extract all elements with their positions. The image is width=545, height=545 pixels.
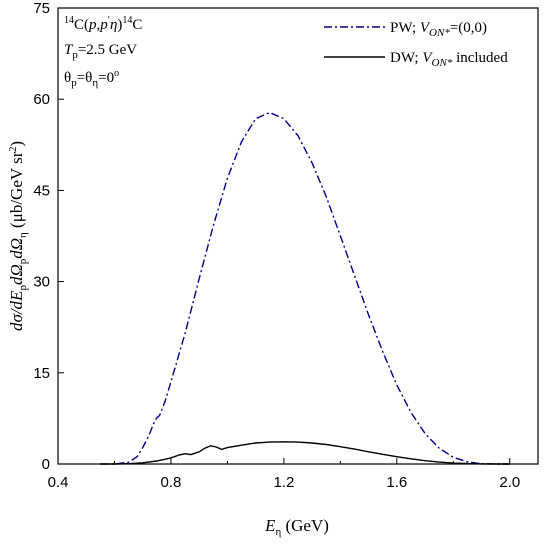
x-tick-label: 0.8 <box>161 474 182 491</box>
series-line-1 <box>100 111 510 465</box>
y-tick-label: 60 <box>33 91 50 108</box>
legend-label-1: PW; VON*=(0,0) <box>390 20 487 39</box>
legend-label-2: DW; VON* included <box>390 50 508 69</box>
annotation-1: 14C(p,p′η)14C <box>64 15 142 33</box>
x-tick-label: 1.6 <box>386 474 407 491</box>
y-tick-label: 75 <box>33 0 50 17</box>
plot-frame <box>57 7 539 465</box>
y-axis-title: dσ/dEpdΩpdΩη (μb/GeV sr2) <box>7 141 29 331</box>
x-tick-label: 2.0 <box>499 474 520 491</box>
series-line-2 <box>100 441 510 465</box>
annotation-2: Tp=2.5 GeV <box>64 42 137 61</box>
y-tick-label: 30 <box>33 274 50 291</box>
y-tick-label: 0 <box>42 456 50 473</box>
y-tick-label: 45 <box>33 182 50 199</box>
x-tick-label: 0.4 <box>48 474 69 491</box>
x-tick-label: 1.2 <box>273 474 294 491</box>
x-axis-title: Eη (GeV) <box>264 516 329 538</box>
annotation-3: θp=θη=0o​ <box>64 68 119 89</box>
y-tick-label: 15 <box>33 365 50 382</box>
